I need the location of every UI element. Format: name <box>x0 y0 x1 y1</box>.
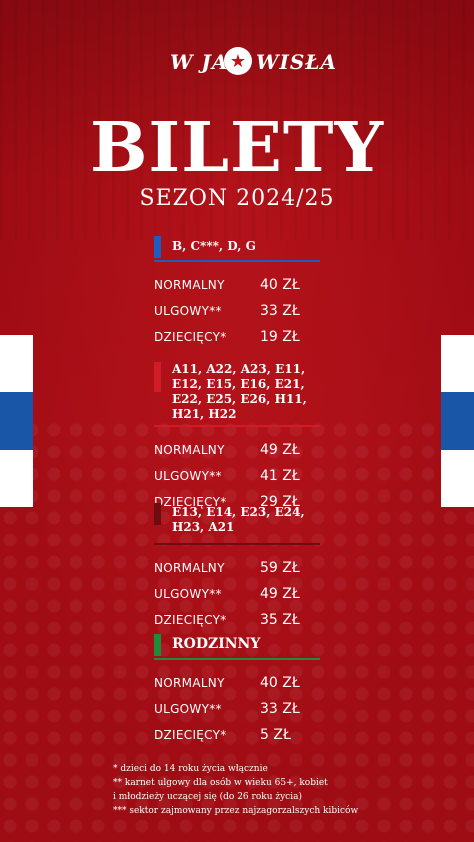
price-row: ULGOWY** 41 ZŁ <box>154 463 320 489</box>
logo-text-right: WISŁA <box>256 50 337 74</box>
ticket-type: ULGOWY** <box>154 304 222 318</box>
ticket-type: NORMALNY <box>154 443 225 457</box>
ticket-type: NORMALNY <box>154 676 225 690</box>
page-subtitle: SEZON 2024/25 <box>139 186 335 211</box>
divider <box>154 658 320 660</box>
price-section-3: E13, E14, E23, E24, H23, A21 NORMALNY 59… <box>154 503 320 633</box>
sector-list: RODZINNY <box>172 636 261 652</box>
ticket-price: 5 ZŁ <box>260 727 291 743</box>
divider <box>154 260 320 262</box>
price-row: ULGOWY** 33 ZŁ <box>154 298 320 324</box>
price-row: NORMALNY 49 ZŁ <box>154 437 320 463</box>
ticket-type: DZIECIĘCY* <box>154 495 227 509</box>
page-title: BILETY <box>89 108 385 188</box>
price-section-2: A11, A22, A23, E11, E12, E15, E16, E21, … <box>154 362 320 515</box>
ticket-price: 29 ZŁ <box>260 494 300 510</box>
price-row: DZIECIĘCY* 35 ZŁ <box>154 607 320 633</box>
sector-list: E13, E14, E23, E24, H23, A21 <box>172 505 305 534</box>
price-row: NORMALNY 59 ZŁ <box>154 555 320 581</box>
price-section-1: B, C***, D, G NORMALNY 40 ZŁ ULGOWY** 33… <box>154 236 320 350</box>
price-row: DZIECIĘCY* 5 ZŁ <box>154 722 320 748</box>
sector-marker <box>154 362 161 392</box>
divider <box>154 425 320 427</box>
sector-marker <box>154 503 161 525</box>
ticket-price: 59 ZŁ <box>260 560 300 576</box>
ticket-type: ULGOWY** <box>154 587 222 601</box>
background-pattern <box>0 420 474 842</box>
ticket-price: 41 ZŁ <box>260 468 300 484</box>
ticket-type: ULGOWY** <box>154 702 222 716</box>
sector-marker <box>154 634 161 656</box>
ticket-price: 40 ZŁ <box>260 277 300 293</box>
price-row: ULGOWY** 33 ZŁ <box>154 696 320 722</box>
price-row: DZIECIĘCY* 19 ZŁ <box>154 324 320 350</box>
ticket-price: 49 ZŁ <box>260 442 300 458</box>
price-row: NORMALNY 40 ZŁ <box>154 272 320 298</box>
star-icon: ★ <box>224 47 252 75</box>
price-row: NORMALNY 40 ZŁ <box>154 670 320 696</box>
sector-list: A11, A22, A23, E11, E12, E15, E16, E21, … <box>172 362 307 421</box>
ticket-price: 19 ZŁ <box>260 329 300 345</box>
ticket-type: ULGOWY** <box>154 469 222 483</box>
stadium-backdrop <box>0 0 474 240</box>
price-section-4: RODZINNY NORMALNY 40 ZŁ ULGOWY** 33 ZŁ D… <box>154 634 320 748</box>
ticket-price: 35 ZŁ <box>260 612 300 628</box>
sector-marker <box>154 236 161 258</box>
price-list: NORMALNY 49 ZŁ ULGOWY** 41 ZŁ DZIECIĘCY*… <box>154 437 320 515</box>
flag-stripe-left <box>0 335 33 507</box>
price-row: ULGOWY** 49 ZŁ <box>154 581 320 607</box>
sector-list: B, C***, D, G <box>172 239 256 253</box>
price-list: NORMALNY 59 ZŁ ULGOWY** 49 ZŁ DZIECIĘCY*… <box>154 555 320 633</box>
footnotes: * dzieci do 14 roku życia włącznie ** ka… <box>113 762 373 818</box>
ticket-price: 49 ZŁ <box>260 586 300 602</box>
footnote: *** sektor zajmowany przez najzagorzalsz… <box>113 806 359 816</box>
price-list: NORMALNY 40 ZŁ ULGOWY** 33 ZŁ DZIECIĘCY*… <box>154 272 320 350</box>
footnote: ** karnet ulgowy dla osób w wieku 65+, k… <box>113 778 328 788</box>
ticket-type: DZIECIĘCY* <box>154 613 227 627</box>
price-list: NORMALNY 40 ZŁ ULGOWY** 33 ZŁ DZIECIĘCY*… <box>154 670 320 748</box>
ticket-price: 33 ZŁ <box>260 701 300 717</box>
footnote: * dzieci do 14 roku życia włącznie <box>113 764 268 774</box>
ticket-type: DZIECIĘCY* <box>154 728 227 742</box>
flag-stripe-right <box>441 335 474 507</box>
ticket-type: DZIECIĘCY* <box>154 330 227 344</box>
divider <box>154 543 320 545</box>
ticket-price: 40 ZŁ <box>260 675 300 691</box>
ticket-type: NORMALNY <box>154 278 225 292</box>
price-row: DZIECIĘCY* 29 ZŁ <box>154 489 320 515</box>
footnote: i młodzieży uczącej się (do 26 roku życi… <box>113 792 302 802</box>
ticket-type: NORMALNY <box>154 561 225 575</box>
ticket-price: 33 ZŁ <box>260 303 300 319</box>
